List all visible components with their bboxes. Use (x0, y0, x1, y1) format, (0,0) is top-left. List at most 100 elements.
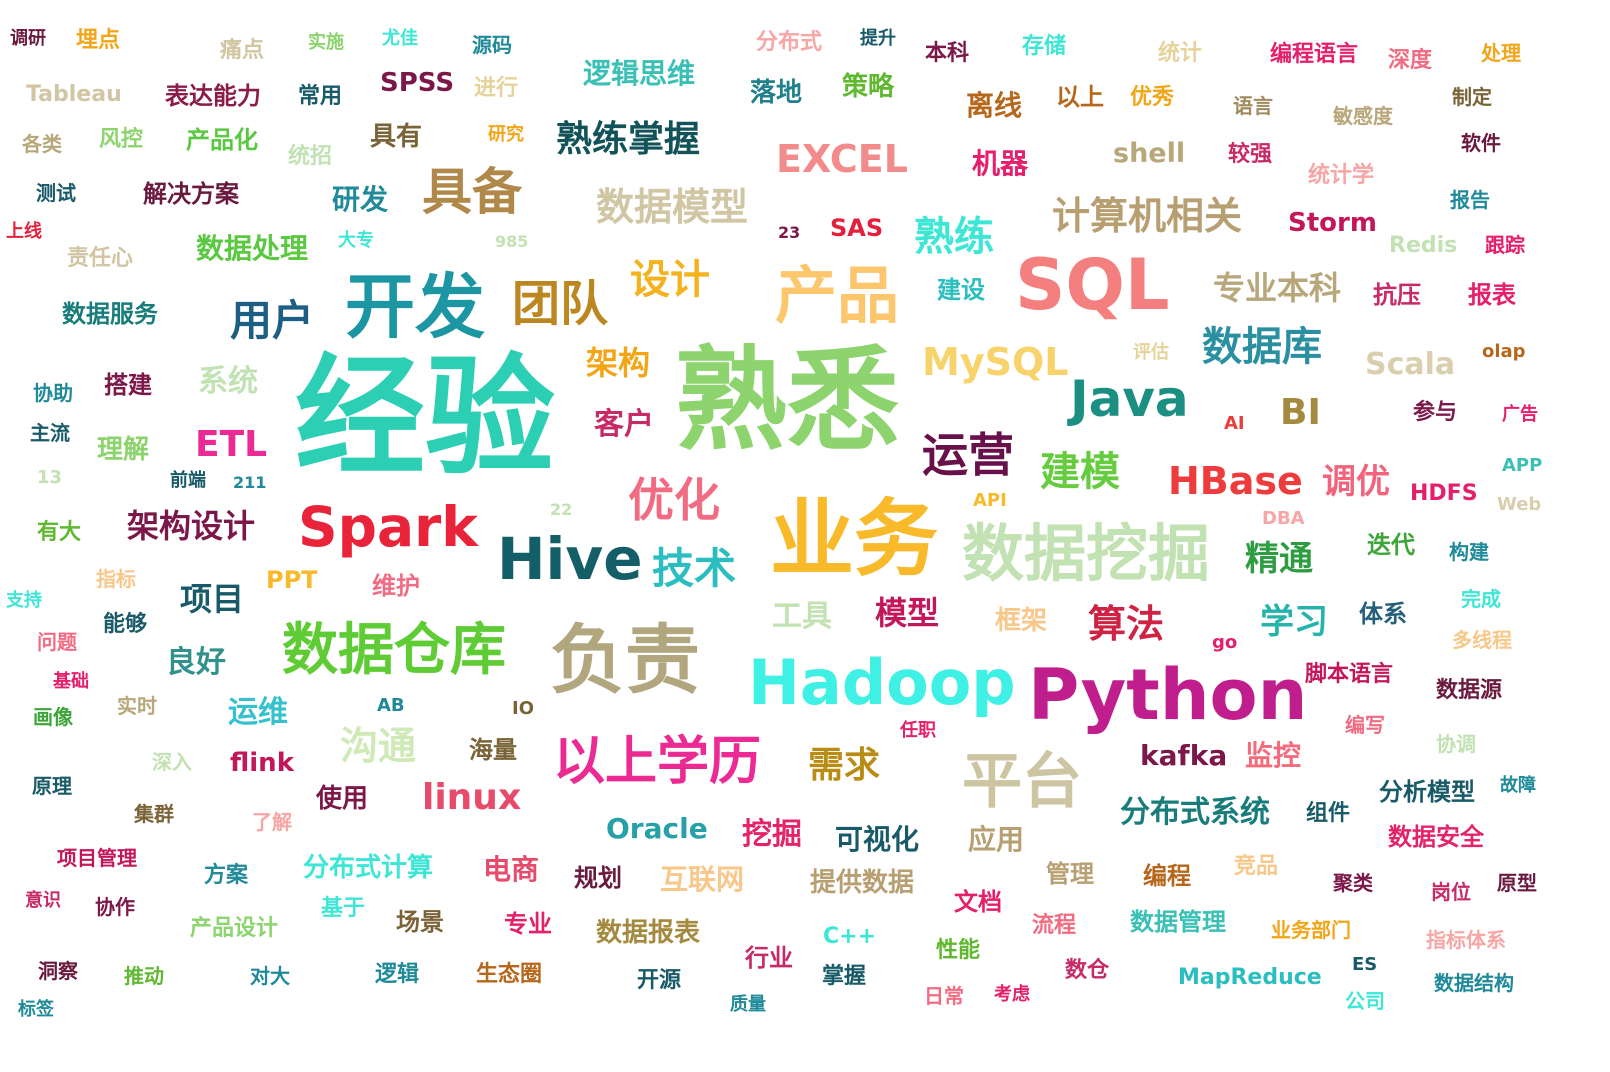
word-hailiang: 海量 (469, 736, 517, 764)
word-shujuanquan: 数据安全 (1388, 823, 1484, 851)
word-xuqiu: 需求 (808, 745, 881, 786)
word-xitong: 系统 (198, 364, 258, 399)
word-excel: EXCEL (776, 137, 908, 181)
word-wendang: 文档 (954, 888, 1002, 916)
word-211: 211 (233, 473, 267, 492)
word-cunchu: 存储 (1022, 34, 1067, 59)
word-fuze: 负责 (550, 616, 701, 704)
word-gongsi: 公司 (1345, 989, 1385, 1013)
word-jiankong: 监控 (1245, 739, 1302, 772)
word-chanpin: 产品 (775, 259, 900, 332)
word-xiangmu: 项目 (180, 580, 245, 618)
word-jingyan: 经验 (295, 341, 556, 493)
word-jubei: 具备 (422, 163, 522, 221)
word-tuidong: 推动 (124, 964, 164, 988)
word-tongdian: 痛点 (220, 38, 265, 63)
word-yuanli: 原理 (32, 774, 72, 798)
word-suanfa: 算法 (1088, 602, 1165, 646)
word-jingpin: 竞品 (1234, 854, 1279, 879)
word-celue: 策略 (842, 72, 895, 102)
word-nenggou: 能够 (103, 612, 148, 637)
word-luoji: 逻辑 (375, 962, 420, 987)
word-kafka: kafka (1140, 739, 1228, 772)
word-oracle: Oracle (606, 812, 708, 845)
word-yunwei: 运维 (228, 695, 288, 730)
word-pingtai: 平台 (962, 747, 1082, 817)
word-olap: olap (1482, 341, 1526, 362)
word-guihua: 规划 (574, 864, 622, 892)
word-dianshang: 电商 (483, 853, 540, 886)
word-biaoqian: 标签 (18, 999, 54, 1020)
word-tiaoyou: 调优 (1322, 462, 1390, 502)
word-xiezuo: 协作 (95, 895, 135, 919)
word-yingyong: 应用 (968, 823, 1025, 856)
word-hulianwang: 互联网 (660, 863, 745, 896)
word-keshihua: 可视化 (835, 823, 920, 856)
word-bi: BI (1280, 392, 1321, 433)
word-ppt: PPT (266, 566, 318, 594)
word-shuxi: 熟悉 (675, 336, 899, 466)
word-linux: linux (422, 777, 522, 818)
word-tiaoyan: 调研 (10, 28, 46, 49)
word-yuanxing: 原型 (1497, 871, 1537, 895)
word-guzhang: 故障 (1500, 775, 1536, 796)
word-chanpinhua: 产品化 (186, 126, 258, 154)
word-zhuanye: 专业 (504, 910, 552, 938)
word-zhibiaotixi: 指标体系 (1426, 928, 1506, 952)
word-richang: 日常 (924, 984, 964, 1008)
word-diedai: 迭代 (1367, 531, 1415, 559)
word-shujubaobiao: 数据报表 (596, 918, 701, 948)
word-goujian: 构建 (1449, 540, 1489, 564)
word-xingneng: 性能 (936, 938, 981, 963)
word-luodi: 落地 (750, 78, 803, 108)
word-tongjixue: 统计学 (1308, 163, 1375, 188)
word-biaodanengli: 表达能力 (165, 82, 261, 110)
word-fangan: 方案 (204, 863, 249, 888)
word-wancheng: 完成 (1461, 587, 1501, 611)
word-julei: 聚类 (1333, 871, 1373, 895)
word-flink: flink (230, 748, 294, 778)
word-spark: Spark (298, 495, 478, 559)
word-yishi: 意识 (25, 890, 61, 911)
word-chanpinsheji: 产品设计 (190, 916, 279, 941)
word-sheji: 设计 (630, 257, 710, 303)
word-shulianzhangwo: 熟练掌握 (556, 119, 701, 160)
word-hdfs: HDFS (1410, 481, 1478, 506)
word-moxing: 模型 (875, 594, 940, 632)
word-shishi2: 实施 (308, 32, 344, 53)
word-yewu: 业务 (770, 490, 939, 588)
word-weihu: 维护 (372, 572, 420, 600)
word-dongcha: 洞察 (38, 959, 78, 983)
word-canyu: 参与 (1413, 400, 1458, 425)
word-jianshe: 建设 (937, 276, 985, 304)
word-985: 985 (495, 232, 529, 251)
word-sas: SAS (830, 214, 884, 242)
word-api: API (973, 490, 1007, 511)
word-jisuanjixiangguan: 计算机相关 (1052, 194, 1243, 238)
word-dajian: 搭建 (104, 371, 152, 399)
word-tableau: Tableau (26, 82, 122, 107)
word-gelei: 各类 (22, 132, 62, 156)
word-hangye: 行业 (745, 944, 793, 972)
word-jiqun: 集群 (134, 802, 174, 826)
word-ab: AB (377, 695, 405, 716)
word-kangya: 抗压 (1373, 281, 1421, 309)
word-hive: Hive (497, 525, 643, 593)
word-jiaoqiang: 较强 (1228, 142, 1273, 167)
word-storm: Storm (1288, 208, 1377, 238)
word-wajue: 挖掘 (742, 817, 802, 852)
word-gangwei: 岗位 (1431, 880, 1471, 904)
word-zhibiao: 指标 (96, 567, 136, 591)
word-luojisiwei: 逻辑思维 (583, 57, 696, 90)
word-mapreduce: MapReduce (1178, 965, 1322, 990)
word-zhuliu: 主流 (30, 421, 70, 445)
word-baobiao: 报表 (1468, 281, 1516, 309)
word-shangxian: 上线 (6, 221, 42, 242)
word-guanli: 管理 (1046, 860, 1094, 888)
word-shucang: 数仓 (1065, 958, 1110, 983)
word-shell: shell (1113, 138, 1186, 169)
word-ruanjian: 软件 (1461, 131, 1501, 155)
word-yonghu: 用户 (230, 296, 315, 345)
word-liucheng: 流程 (1032, 913, 1077, 938)
word-shujuguanli: 数据管理 (1130, 908, 1226, 936)
